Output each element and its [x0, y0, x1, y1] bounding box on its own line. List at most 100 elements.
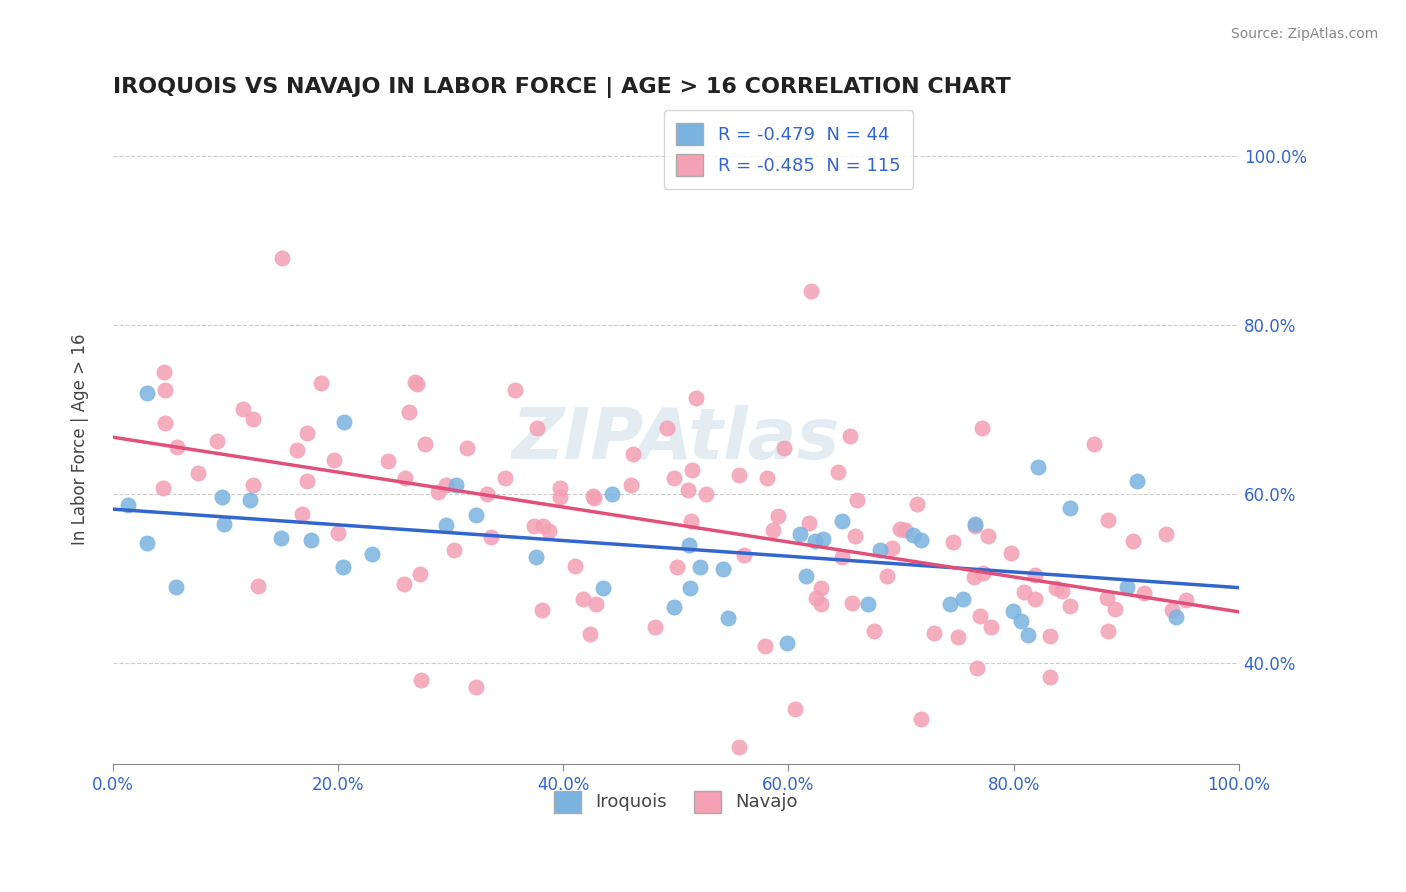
Point — [1097, 624, 1119, 639]
Point — [980, 620, 1002, 634]
Point — [717, 611, 740, 625]
Point — [676, 483, 699, 497]
Point — [187, 466, 209, 480]
Point — [644, 620, 666, 634]
Point — [969, 608, 991, 623]
Point — [409, 567, 432, 582]
Point — [479, 530, 502, 544]
Point — [1175, 592, 1198, 607]
Point — [1115, 581, 1137, 595]
Point — [1000, 546, 1022, 560]
Point — [924, 626, 946, 640]
Point — [965, 516, 987, 531]
Point — [152, 366, 174, 380]
Point — [766, 509, 789, 524]
Point — [963, 569, 986, 583]
Point — [295, 426, 318, 441]
Point — [394, 471, 416, 485]
Point — [332, 416, 354, 430]
Point — [322, 453, 344, 467]
Point — [689, 560, 711, 574]
Point — [332, 560, 354, 574]
Point — [456, 442, 478, 456]
Point — [1039, 629, 1062, 643]
Y-axis label: In Labor Force | Age > 16: In Labor Force | Age > 16 — [72, 334, 89, 545]
Point — [165, 580, 187, 594]
Point — [972, 421, 994, 435]
Point — [232, 402, 254, 417]
Point — [1059, 500, 1081, 515]
Point — [1010, 615, 1032, 629]
Point — [548, 490, 571, 504]
Point — [152, 481, 174, 495]
Point — [392, 577, 415, 591]
Point — [657, 421, 679, 435]
Point — [295, 474, 318, 488]
Point — [876, 568, 898, 582]
Point — [494, 471, 516, 485]
Point — [977, 528, 1000, 542]
Point — [444, 478, 467, 492]
Point — [901, 528, 924, 542]
Point — [585, 597, 607, 611]
Point — [733, 549, 755, 563]
Point — [846, 492, 869, 507]
Point — [1097, 591, 1119, 605]
Point — [776, 636, 799, 650]
Point — [839, 428, 862, 442]
Point — [443, 542, 465, 557]
Point — [548, 481, 571, 495]
Point — [666, 560, 689, 574]
Point — [524, 549, 547, 564]
Point — [205, 434, 228, 448]
Point — [270, 531, 292, 545]
Point — [1164, 609, 1187, 624]
Point — [409, 673, 432, 687]
Point — [1156, 527, 1178, 541]
Point — [810, 581, 832, 595]
Point — [1039, 670, 1062, 684]
Point — [413, 437, 436, 451]
Point — [966, 661, 988, 675]
Point — [1083, 436, 1105, 450]
Point — [1104, 601, 1126, 615]
Point — [910, 712, 932, 726]
Point — [1122, 533, 1144, 548]
Point — [1028, 460, 1050, 475]
Point — [1024, 592, 1046, 607]
Point — [905, 497, 928, 511]
Point — [939, 598, 962, 612]
Point — [526, 420, 548, 434]
Point — [1001, 604, 1024, 618]
Point — [621, 447, 644, 461]
Point — [242, 412, 264, 426]
Point — [620, 477, 643, 491]
Point — [797, 516, 820, 530]
Point — [434, 478, 457, 492]
Point — [465, 508, 488, 522]
Point — [531, 518, 554, 533]
Point — [894, 523, 917, 537]
Point — [685, 391, 707, 405]
Point — [827, 465, 849, 479]
Point — [789, 527, 811, 541]
Point — [856, 597, 879, 611]
Point — [1126, 474, 1149, 488]
Point — [600, 487, 623, 501]
Point — [538, 524, 561, 538]
Point — [377, 454, 399, 468]
Point — [880, 541, 903, 556]
Point — [582, 491, 605, 505]
Point — [972, 566, 994, 581]
Point — [434, 518, 457, 533]
Point — [572, 592, 595, 607]
Point — [153, 416, 176, 430]
Point — [662, 600, 685, 615]
Point — [247, 579, 270, 593]
Point — [464, 680, 486, 694]
Point — [682, 463, 704, 477]
Point — [678, 538, 700, 552]
Point — [404, 375, 426, 389]
Point — [1133, 586, 1156, 600]
Point — [841, 596, 863, 610]
